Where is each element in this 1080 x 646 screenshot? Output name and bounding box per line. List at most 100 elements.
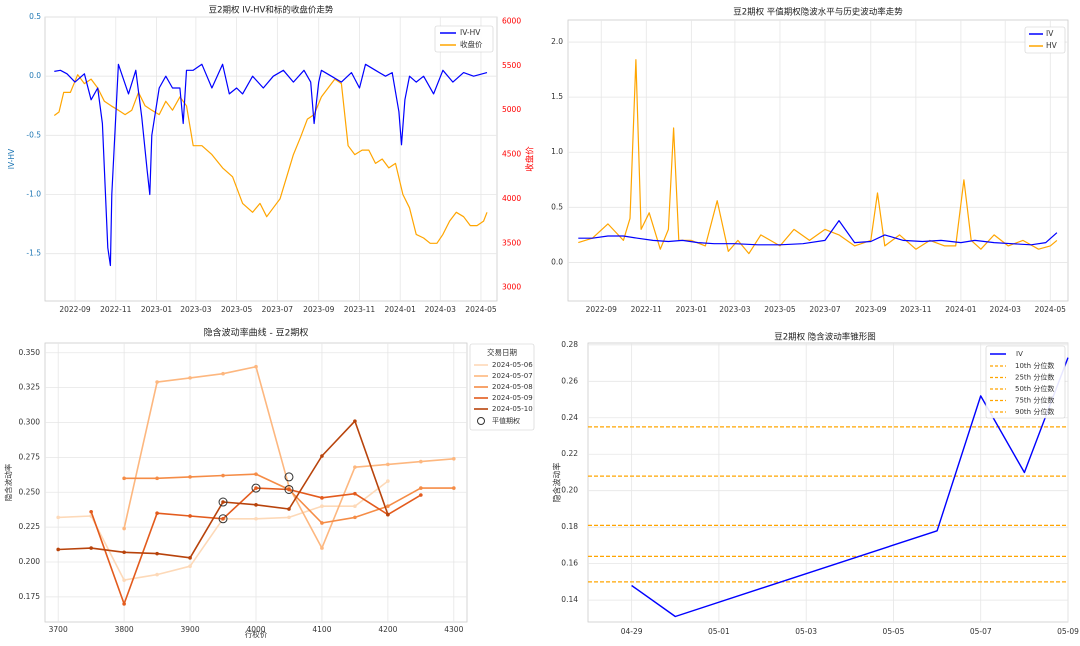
- x-tick-label: 4100: [312, 625, 331, 634]
- x-tick-label: 2023-05: [764, 305, 796, 314]
- x-tick-label: 2023-01: [141, 305, 173, 314]
- legend-box: [1024, 26, 1066, 54]
- x-tick-label: 2022-09: [586, 305, 618, 314]
- x-tick-label: 4000: [246, 625, 265, 634]
- smile-point: [122, 526, 126, 531]
- legend-label-iv: IV: [1046, 29, 1054, 38]
- x-tick-label: 2023-09: [855, 305, 887, 314]
- atm-marker: [284, 484, 294, 494]
- smile-point: [122, 550, 126, 555]
- atm-marker: [218, 497, 228, 507]
- x-tick-label: 2023-11: [900, 305, 932, 314]
- x-tick-label: 2024-03: [990, 305, 1022, 314]
- smile-point: [419, 493, 423, 497]
- smile-point: [155, 476, 159, 481]
- legend-label-2024-05-10: 2024-05-10: [492, 405, 533, 413]
- x-tick-label: 2023-03: [719, 305, 751, 314]
- smile-point: [122, 578, 126, 582]
- legend-label-hv: HV: [1046, 41, 1058, 50]
- y-axis-label: 隐含波动率: [552, 463, 562, 503]
- y-tick-label: 0.18: [561, 522, 578, 531]
- y-tick-label: 0.5: [551, 202, 563, 211]
- x-tick-label: 2023-01: [676, 305, 708, 314]
- smile-point: [320, 504, 324, 509]
- y-tick-label: 0.275: [19, 452, 41, 461]
- y-tick-label: 0.350: [19, 348, 41, 357]
- smile-point: [89, 546, 93, 550]
- iv-cone-line: [631, 357, 1069, 618]
- x-tick-label: 2024-05: [1035, 305, 1067, 314]
- smile-point: [320, 546, 324, 550]
- smile-point: [254, 516, 258, 521]
- x-axis-label: 行权价: [245, 629, 268, 639]
- atm-marker: [251, 483, 261, 493]
- smile-point: [56, 515, 60, 520]
- smile-point: [287, 507, 291, 511]
- chart-title: 豆2期权 隐含波动率锥形图: [774, 332, 876, 343]
- y-tick-label: 0.300: [19, 418, 41, 427]
- legend-label-percentile: 75th 分位数: [1015, 396, 1054, 405]
- smile-point: [419, 486, 423, 490]
- y-tick-label: 1.5: [551, 92, 563, 101]
- smile-point: [353, 491, 357, 496]
- y-tick-label: 0.14: [561, 595, 578, 604]
- y-tick-label: 0.5: [29, 12, 41, 21]
- x-tick-label: 05-07: [970, 627, 992, 636]
- legend-label-percentile: 90th 分位数: [1015, 407, 1054, 416]
- y-right-axis-label: 收盘价: [525, 146, 536, 172]
- legend-label-2024-05-08: 2024-05-08: [492, 383, 533, 391]
- y-tick-label: 0.175: [19, 592, 41, 601]
- x-tick-label: 2023-11: [344, 305, 376, 314]
- smile-point: [56, 547, 60, 552]
- y-right-tick-label: 3500: [502, 238, 521, 247]
- iv-line: [578, 220, 1058, 246]
- chart-title: 豆2期权 平值期权隐波水平与历史波动率走势: [733, 7, 903, 18]
- smile-point: [386, 462, 390, 467]
- x-tick-label: 2022-11: [631, 305, 663, 314]
- legend-label-percentile: 50th 分位数: [1015, 384, 1054, 393]
- plot-frame: [44, 16, 498, 302]
- y-tick-label: 0.325: [19, 383, 41, 392]
- x-tick-label: 4300: [444, 625, 463, 634]
- y-tick-label: -1.0: [26, 190, 41, 199]
- y-tick-label: 0.200: [19, 557, 41, 566]
- y-tick-label: 0.225: [19, 522, 41, 531]
- smile-point: [353, 465, 357, 469]
- smile-point: [188, 376, 192, 380]
- y-tick-label: 0.0: [551, 257, 563, 266]
- smile-point: [353, 504, 357, 509]
- smile-point: [320, 454, 324, 458]
- plot-frame: [567, 19, 1069, 302]
- legend-label-2024-05-06: 2024-05-06: [492, 361, 533, 369]
- smile-point: [353, 515, 357, 520]
- smile-point: [320, 521, 324, 525]
- x-tick-label: 2023-07: [262, 305, 294, 314]
- smile-point: [221, 473, 225, 478]
- y-tick-label: 1.0: [551, 147, 563, 156]
- x-tick-label: 2022-11: [100, 305, 132, 314]
- y-axis-label: 隐含波动率: [3, 463, 13, 501]
- x-tick-label: 4200: [378, 625, 397, 634]
- x-tick-label: 05-03: [795, 627, 817, 636]
- smile-point: [155, 511, 159, 515]
- x-tick-label: 2023-05: [221, 305, 253, 314]
- chart-title: 隐含波动率曲线 - 豆2期权: [204, 327, 309, 339]
- y-right-tick-label: 4000: [502, 194, 521, 203]
- smile-point: [188, 556, 192, 560]
- x-tick-label: 05-01: [708, 627, 730, 636]
- legend-label-2024-05-09: 2024-05-09: [492, 394, 533, 402]
- smile-point: [188, 475, 192, 479]
- y-right-tick-label: 6000: [502, 16, 521, 25]
- smile-point: [287, 515, 291, 520]
- smile-point: [155, 380, 159, 384]
- legend-label-iv-hv: IV-HV: [460, 28, 481, 37]
- smile-point: [221, 500, 225, 504]
- y-tick-label: 2.0: [551, 37, 563, 46]
- legend-label-iv: IV: [1016, 350, 1023, 358]
- y-tick-label: 0.24: [561, 413, 578, 422]
- y-right-tick-label: 5500: [502, 61, 521, 70]
- smile-point: [386, 479, 390, 483]
- x-tick-label: 2024-01: [385, 305, 417, 314]
- atm-marker: [284, 472, 294, 482]
